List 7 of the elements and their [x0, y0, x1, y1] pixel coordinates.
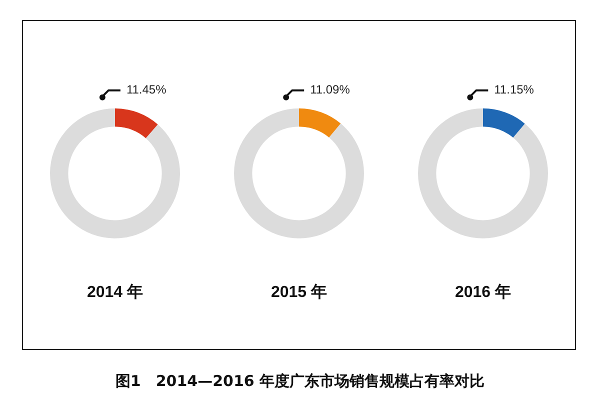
text: 2014 年 — [86, 282, 144, 301]
data-label: 11.15% — [494, 82, 534, 97]
data-label: 11.45% — [126, 82, 167, 97]
text: 2015 年 — [270, 282, 328, 301]
text: 2016 年 — [454, 282, 512, 301]
caption: 图1 2014—2016 年度广东市场销售规模占有率对比 — [114, 372, 486, 391]
data-label: 11.09% — [310, 82, 350, 97]
